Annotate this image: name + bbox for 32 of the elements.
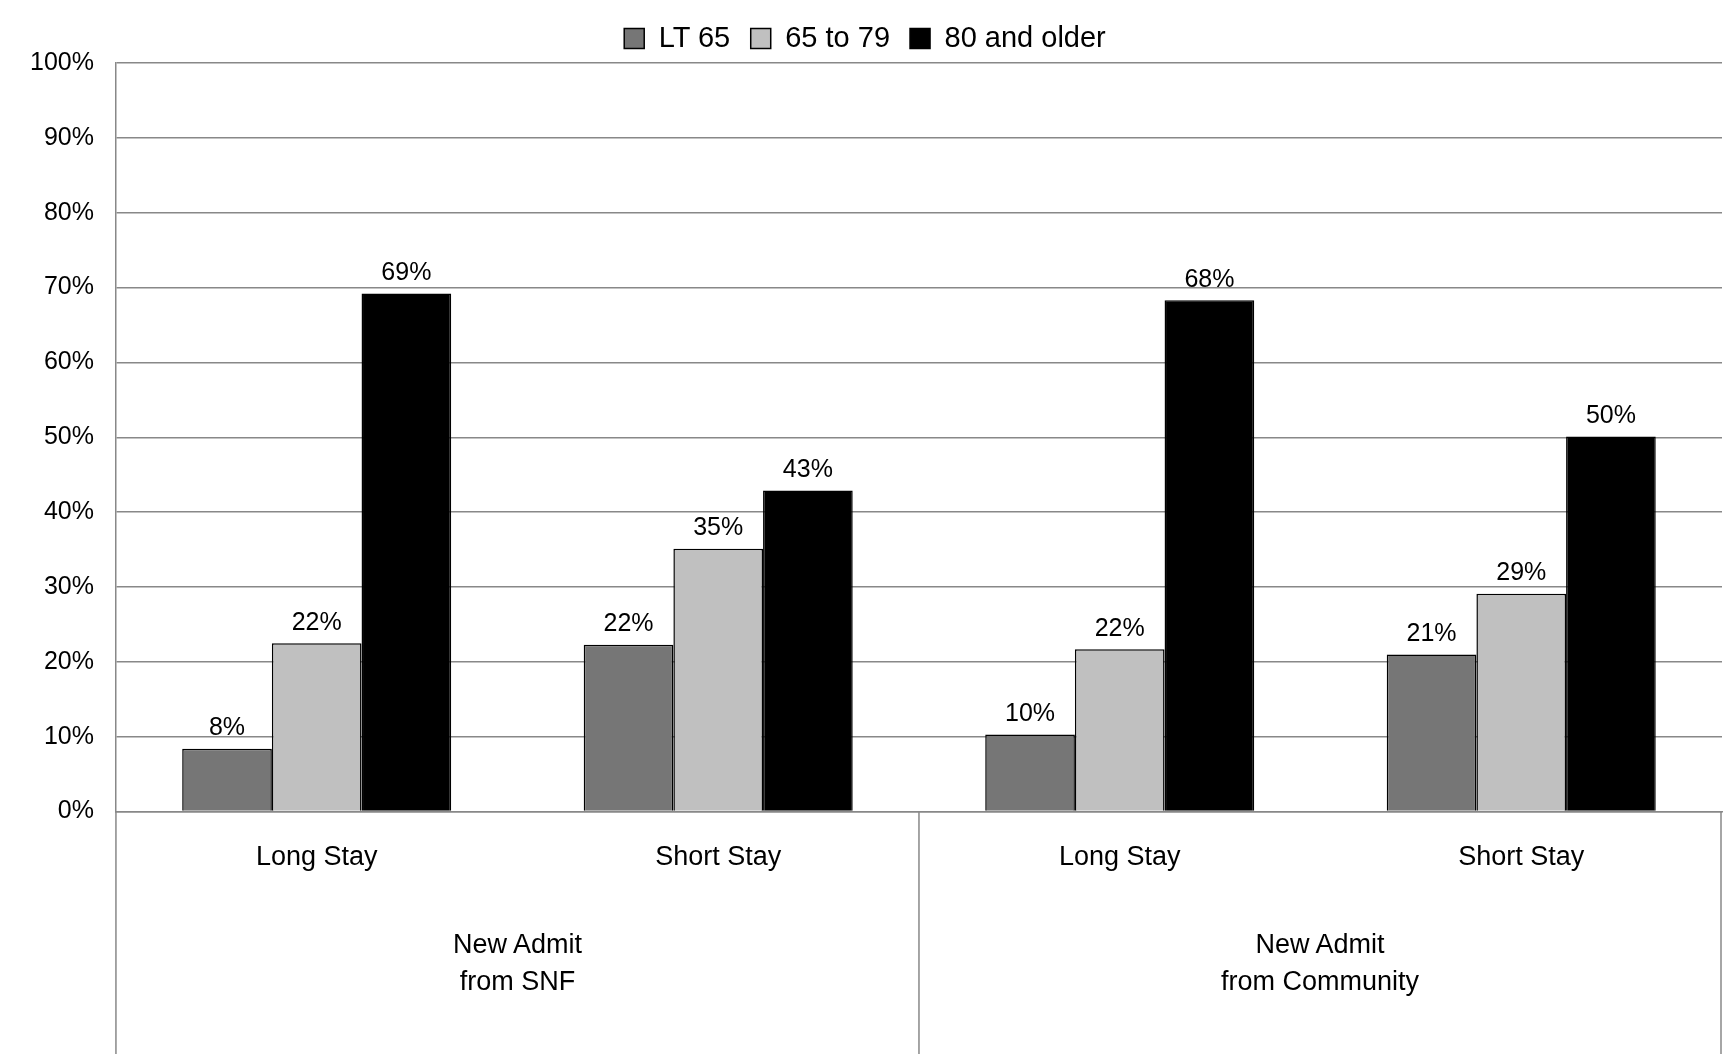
data-label: 22% (1094, 612, 1145, 641)
y-tick-label: 50% (43, 421, 94, 450)
y-tick-label: 70% (43, 271, 94, 300)
data-label: 22% (291, 606, 342, 635)
text: New Admit from Community (1220, 929, 1420, 997)
data-label: 50% (1585, 399, 1636, 428)
legend-label: 65 to 79 (785, 20, 891, 53)
legend-label: 80 and older (944, 20, 1107, 53)
y-tick-label: 60% (43, 346, 94, 375)
data-label: 35% (693, 512, 744, 541)
data-label: 8% (208, 712, 246, 741)
text: New Admit from SNF (452, 929, 583, 997)
data-label: 68% (1184, 263, 1235, 292)
y-tick-label: 100% (29, 46, 94, 75)
x-tick-label: Long Stay (1058, 841, 1182, 872)
y-tick-label: 90% (43, 121, 94, 150)
data-label: 21% (1406, 617, 1457, 646)
legend-label: LT 65 (658, 20, 731, 53)
y-tick-label: 0% (57, 795, 94, 824)
x-tick-label: Short Stay (1458, 841, 1585, 872)
x-tick-label: Long Stay (255, 841, 378, 872)
data-label: 22% (603, 608, 654, 637)
y-tick-label: 80% (43, 196, 94, 225)
data-label: 29% (1496, 557, 1547, 586)
y-tick-label: 30% (43, 570, 94, 599)
data-label: 10% (1005, 697, 1056, 726)
data-label: 69% (381, 256, 432, 285)
x-tick-label: Short Stay (655, 841, 782, 872)
y-tick-label: 40% (43, 496, 94, 525)
data-label: 43% (782, 453, 833, 482)
y-tick-label: 10% (43, 720, 94, 749)
y-tick-label: 20% (43, 645, 94, 674)
